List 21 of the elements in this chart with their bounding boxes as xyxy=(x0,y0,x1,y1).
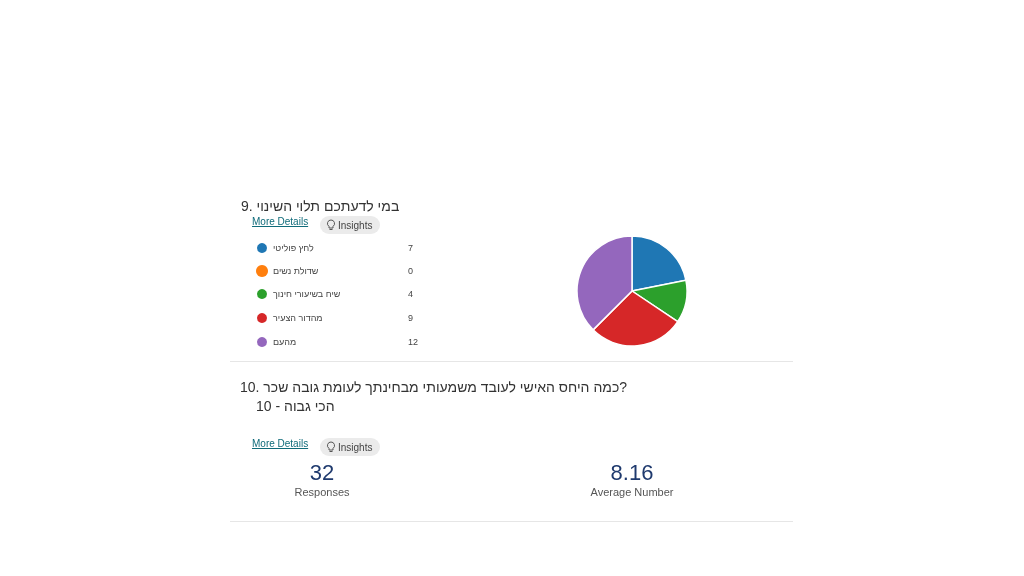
data-label: 12 xyxy=(408,337,419,347)
text: More Details xyxy=(252,216,309,227)
text: 0 xyxy=(408,266,414,276)
legend-label: מהעם xyxy=(273,337,297,347)
legend-label: שיח בשיעורי חינוך xyxy=(273,289,341,299)
data-label: 9 xyxy=(408,313,414,323)
text: 10. כמה היחס האישי לעובד משמעותי מבחינתך לעומת גובה שכר? xyxy=(240,378,628,397)
text: הכי גבוה - 10 xyxy=(255,397,336,416)
data-label: 7 xyxy=(408,243,414,253)
data-label: 8.16 xyxy=(609,460,655,486)
text: Insights xyxy=(338,441,373,453)
text: Insights xyxy=(338,219,373,231)
legend-label: לחץ פוליטי xyxy=(273,243,314,253)
category-label: Responses xyxy=(293,486,351,498)
legend-label: מהדור הצעיר xyxy=(273,313,323,323)
data-label: 4 xyxy=(408,289,414,299)
text: More Details xyxy=(252,438,309,449)
chart-title: 9. במי לדעתכם תלוי השינוי xyxy=(241,198,400,214)
category-label: Average Number xyxy=(589,486,675,498)
legend-label: שדולת נשים xyxy=(273,266,319,276)
data-label: 32 xyxy=(308,460,336,486)
